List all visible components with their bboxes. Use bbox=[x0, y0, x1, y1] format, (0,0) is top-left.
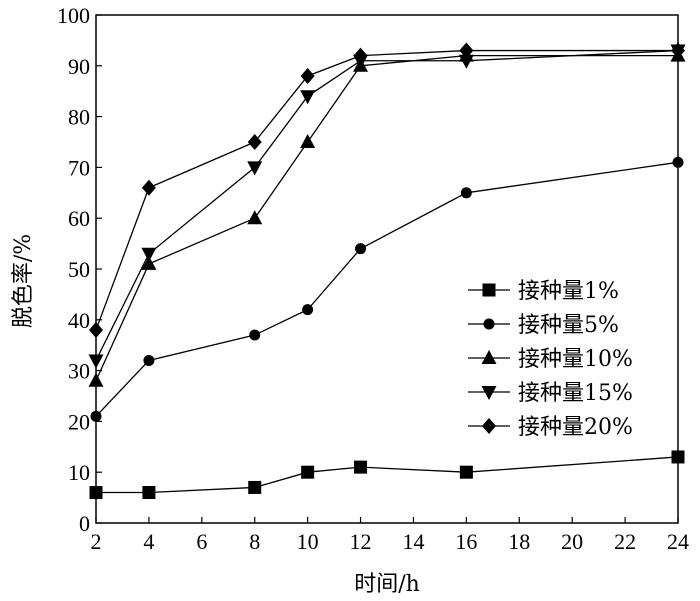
y-tick-label: 70 bbox=[68, 155, 90, 180]
y-tick-label: 40 bbox=[68, 308, 90, 333]
data-point bbox=[353, 47, 368, 64]
data-point bbox=[89, 321, 103, 338]
x-tick-label: 24 bbox=[667, 529, 689, 554]
data-point bbox=[300, 67, 315, 84]
legend-marker bbox=[483, 318, 495, 330]
legend-item: 接种量20% bbox=[468, 415, 633, 440]
x-tick-label: 16 bbox=[455, 529, 477, 554]
legend-marker bbox=[482, 283, 496, 297]
data-point bbox=[247, 161, 263, 176]
data-point bbox=[248, 480, 262, 494]
data-point bbox=[459, 465, 473, 479]
x-tick-label: 12 bbox=[350, 529, 372, 554]
x-tick-label: 10 bbox=[297, 529, 319, 554]
data-point bbox=[141, 247, 157, 262]
data-point bbox=[247, 210, 263, 225]
legend-label: 接种量5% bbox=[518, 313, 619, 338]
legend-item: 接种量15% bbox=[468, 381, 633, 406]
legend-item: 接种量1% bbox=[468, 279, 619, 304]
legend-label: 接种量15% bbox=[518, 381, 633, 406]
x-tick-label: 8 bbox=[249, 529, 260, 554]
data-point bbox=[141, 179, 156, 196]
data-point bbox=[302, 304, 314, 316]
data-point bbox=[88, 354, 104, 369]
series-2 bbox=[90, 156, 684, 422]
data-point bbox=[300, 90, 316, 105]
data-point bbox=[89, 486, 103, 500]
legend-item: 接种量10% bbox=[468, 347, 633, 372]
data-point bbox=[300, 134, 316, 148]
data-point bbox=[459, 42, 474, 59]
data-point bbox=[88, 372, 104, 387]
data-point bbox=[143, 354, 155, 366]
series-layer bbox=[88, 42, 686, 500]
legend: 接种量1% 接种量5% 接种量10% 接种量15% 接种量20% bbox=[468, 279, 633, 440]
y-tick-label: 80 bbox=[68, 105, 90, 130]
data-point bbox=[671, 42, 685, 59]
data-point bbox=[355, 243, 367, 255]
x-tick-label: 4 bbox=[143, 529, 154, 554]
legend-label: 接种量20% bbox=[518, 415, 633, 440]
data-point bbox=[458, 54, 474, 69]
data-point bbox=[671, 450, 685, 464]
series-5 bbox=[89, 42, 685, 338]
x-tick-label: 18 bbox=[508, 529, 530, 554]
y-tick-label: 50 bbox=[68, 257, 90, 282]
y-tick-label: 60 bbox=[68, 206, 90, 231]
x-axis-title: 时间/h bbox=[354, 572, 420, 597]
x-tick-label: 22 bbox=[614, 529, 636, 554]
axes: 2 4 6 8 10 12 14 16 18 20 22 2401020304050607080901… bbox=[57, 3, 689, 554]
y-tick-label: 0 bbox=[79, 511, 90, 536]
x-tick-label: 6 bbox=[196, 529, 207, 554]
plot-frame bbox=[95, 14, 679, 524]
legend-label: 接种量1% bbox=[518, 279, 619, 304]
x-tick-label: 20 bbox=[561, 529, 583, 554]
legend-item: 接种量5% bbox=[468, 313, 619, 338]
data-point bbox=[354, 460, 368, 474]
y-tick-label: 90 bbox=[68, 54, 90, 79]
data-point bbox=[141, 255, 157, 270]
data-point bbox=[247, 134, 262, 150]
y-tick-label: 30 bbox=[68, 359, 90, 384]
x-tick-label: 14 bbox=[402, 529, 424, 554]
y-tick-label: 100 bbox=[57, 3, 90, 28]
data-point bbox=[460, 187, 472, 199]
legend-marker bbox=[481, 386, 497, 400]
data-point bbox=[90, 410, 102, 422]
series-line bbox=[96, 456, 679, 494]
legend-label: 接种量10% bbox=[518, 347, 633, 372]
y-tick-label: 20 bbox=[68, 409, 90, 434]
legend-marker bbox=[481, 350, 497, 364]
y-axis-title: 脱色率/% bbox=[11, 234, 36, 328]
y-tick-label: 10 bbox=[68, 460, 90, 485]
data-point bbox=[142, 486, 156, 500]
legend-marker bbox=[482, 418, 496, 434]
x-tick-label: 2 bbox=[91, 529, 102, 554]
series-1 bbox=[89, 450, 685, 500]
data-point bbox=[672, 156, 684, 168]
data-point bbox=[301, 465, 315, 479]
data-point bbox=[249, 329, 261, 341]
